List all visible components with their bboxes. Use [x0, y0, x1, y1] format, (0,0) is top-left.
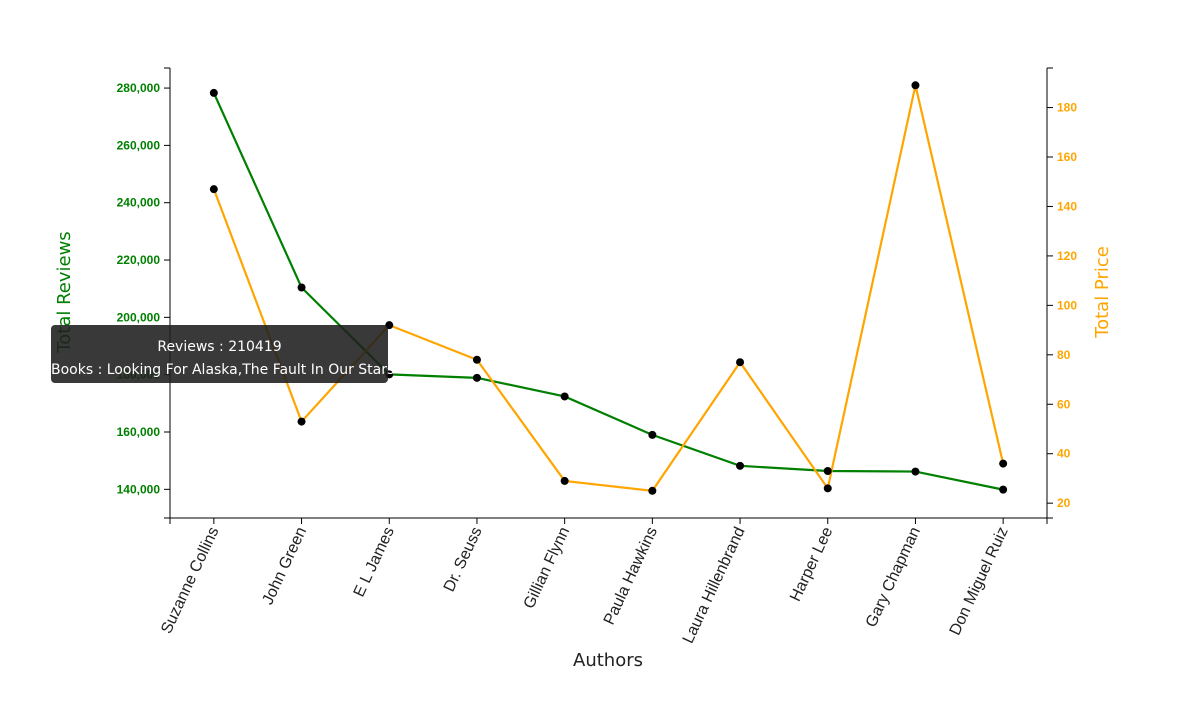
reviews-point-3[interactable]	[472, 373, 481, 382]
left-tick-label: 240,000	[117, 196, 161, 210]
tooltip-reviews-line: Reviews : 210419	[157, 339, 282, 355]
left-tick-label: 160,000	[117, 425, 161, 439]
x-axis: Suzanne Collins John Green E L James Dr. Se…	[158, 517, 1048, 647]
price-point-0[interactable]	[209, 185, 218, 194]
x-tick-label: Harper Lee	[787, 524, 836, 604]
reviews-line	[212, 92, 1004, 491]
series-points[interactable]	[209, 81, 1008, 495]
left-tick-label: 140,000	[117, 482, 161, 496]
right-tick-label: 140	[1057, 199, 1077, 213]
right-tick-label: 80	[1057, 348, 1071, 362]
x-tick-label: Dr. Seuss	[441, 525, 486, 595]
price-line	[212, 85, 1005, 492]
reviews-point-1[interactable]	[297, 283, 306, 292]
reviews-point-6[interactable]	[736, 461, 745, 470]
reviews-point-7[interactable]	[823, 466, 832, 475]
reviews-point-5[interactable]	[648, 430, 657, 439]
data-tooltip: Reviews : 210419 Books : Looking For Ala…	[51, 325, 395, 383]
right-y-axis: 20 40 60 80 100 120 140 160 180	[1046, 67, 1077, 519]
right-tick-label: 180	[1057, 101, 1077, 115]
x-tick-label: E L James	[351, 525, 398, 600]
left-tick-label: 260,000	[117, 138, 161, 152]
left-tick-label: 280,000	[117, 81, 161, 95]
x-tick-label: Gary Chapman	[863, 525, 924, 631]
series-lines	[212, 85, 1005, 492]
right-tick-label: 40	[1057, 447, 1071, 461]
reviews-point-4[interactable]	[560, 392, 569, 401]
left-tick-label: 220,000	[117, 253, 161, 267]
price-point-4[interactable]	[560, 476, 569, 485]
x-axis-title: Authors	[573, 650, 643, 671]
left-y-axis: 140,000160,000180,000200,000220,000240,0…	[117, 67, 171, 519]
x-tick-label: Don Miguel Ruiz	[947, 525, 1012, 639]
right-tick-label: 120	[1057, 249, 1077, 263]
price-point-5[interactable]	[648, 486, 657, 495]
price-point-9[interactable]	[999, 459, 1008, 468]
right-axis-title: Total Price	[1092, 246, 1113, 339]
right-tick-label: 100	[1057, 298, 1077, 312]
price-point-1[interactable]	[297, 417, 306, 426]
price-point-7[interactable]	[823, 484, 832, 493]
x-tick-label: Paula Hawkins	[601, 525, 661, 628]
x-tick-label: Suzanne Collins	[158, 525, 222, 637]
right-tick-label: 60	[1057, 397, 1071, 411]
x-tick-label: Laura Hillenbrand	[680, 525, 749, 647]
price-point-6[interactable]	[736, 358, 745, 367]
price-point-8[interactable]	[911, 81, 920, 90]
reviews-point-9[interactable]	[999, 485, 1008, 494]
reviews-point-0[interactable]	[209, 88, 218, 97]
price-point-3[interactable]	[472, 355, 481, 364]
right-tick-label: 20	[1057, 496, 1071, 510]
x-tick-label: John Green	[259, 525, 310, 608]
tooltip-books-line: Books : Looking For Alaska,The Fault In …	[51, 362, 395, 378]
reviews-point-8[interactable]	[911, 467, 920, 476]
x-tick-label: Gillian Flynn	[521, 525, 574, 612]
left-axis-title: Total Reviews	[54, 231, 75, 353]
right-tick-label: 160	[1057, 150, 1077, 164]
left-tick-label: 200,000	[117, 310, 161, 324]
